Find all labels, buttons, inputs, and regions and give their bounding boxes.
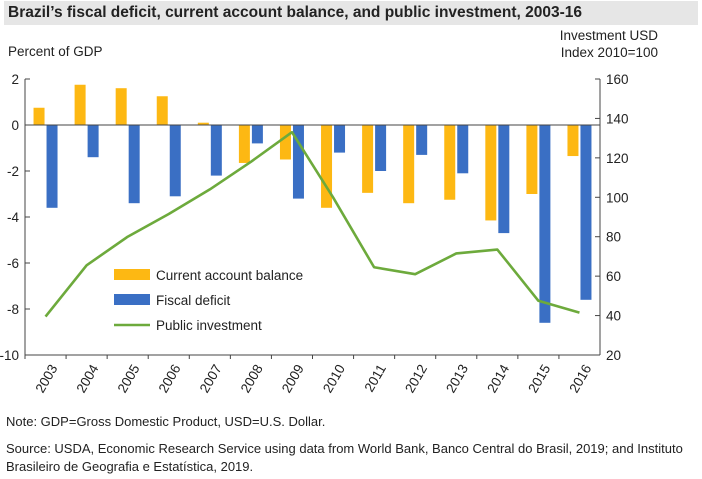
bar-current-account-2016 [567,125,579,157]
bar-fiscal-deficit-2014 [498,125,510,234]
left-tick-label: 2 [11,72,19,87]
bar-fiscal-deficit-2016 [580,125,592,300]
legend-swatch-current-account [114,269,150,280]
bar-current-account-2003 [33,107,45,125]
x-tick-label-2004: 2004 [73,361,101,395]
bar-fiscal-deficit-2011 [375,125,387,171]
bar-current-account-2009 [279,125,291,160]
right-tick-label: 100 [606,190,629,205]
x-tick-label-2016: 2016 [566,362,594,396]
left-tick-label: 0 [11,118,19,133]
right-tick-label: 120 [606,151,629,166]
chart-title: Brazil’s fiscal deficit, current account… [4,1,698,25]
bar-fiscal-deficit-2006 [169,125,181,197]
bar-current-account-2006 [156,96,168,125]
bar-fiscal-deficit-2013 [457,125,469,174]
x-tick-label-2011: 2011 [362,362,390,395]
x-tick-label-2009: 2009 [279,362,307,396]
right-axis-label-line-1: Investment USD [559,28,658,43]
x-tick-label-2003: 2003 [32,362,60,396]
right-tick-label: 80 [606,230,621,245]
x-tick-label-2007: 2007 [197,362,225,396]
right-tick-label: 160 [606,72,629,87]
legend-label: Current account balance [156,268,303,283]
bar-current-account-2014 [485,125,497,221]
bar-fiscal-deficit-2012 [416,125,428,155]
chart-source: Source: USDA, Economic Research Service … [6,441,683,474]
legend-label: Fiscal deficit [156,293,231,308]
right-axis-label-line-2: Index 2010=100 [560,45,658,60]
bar-current-account-2010 [321,125,333,208]
bar-current-account-2008 [238,125,250,163]
x-tick-label-2012: 2012 [402,362,430,396]
x-tick-label-2005: 2005 [115,362,143,396]
bar-fiscal-deficit-2010 [334,125,346,153]
right-tick-label: 60 [606,269,621,284]
left-tick-label: -2 [7,164,19,179]
line-public-investment [44,130,580,318]
bar-fiscal-deficit-2004 [87,125,99,158]
right-tick-label: 40 [606,309,621,324]
x-tick-label-2013: 2013 [443,362,471,396]
bar-fiscal-deficit-2007 [210,125,222,176]
bar-current-account-2011 [362,125,374,193]
bar-fiscal-deficit-2005 [128,125,140,204]
left-tick-label: -6 [7,256,19,271]
left-tick-label: -10 [0,348,19,363]
right-tick-label: 20 [606,348,621,363]
bar-fiscal-deficit-2009 [292,125,304,199]
left-tick-label: -8 [7,302,19,317]
bar-current-account-2004 [74,84,86,125]
bar-fiscal-deficit-2008 [251,125,263,144]
right-axis-label: Investment USD Index 2010=100 [498,27,658,61]
left-axis-label: Percent of GDP [8,44,103,59]
x-tick-label-2015: 2015 [525,362,553,396]
x-tick-label-2008: 2008 [238,362,266,396]
bar-fiscal-deficit-2015 [539,125,551,323]
bar-current-account-2005 [115,88,127,125]
bar-current-account-2012 [403,125,415,204]
right-tick-label: 140 [606,111,629,126]
chart-note: Note: GDP=Gross Domestic Product, USD=U.… [6,414,326,429]
x-tick-label-2014: 2014 [484,361,512,395]
legend-swatch-fiscal-deficit [114,294,150,305]
left-tick-label: -4 [7,210,19,225]
bar-current-account-2007 [197,122,209,125]
bar-current-account-2013 [444,125,456,200]
bar-fiscal-deficit-2003 [46,125,58,208]
x-tick-label-2006: 2006 [156,362,184,396]
x-tick-label-2010: 2010 [320,362,348,396]
legend-label: Public investment [156,318,262,333]
bar-current-account-2015 [526,125,538,194]
